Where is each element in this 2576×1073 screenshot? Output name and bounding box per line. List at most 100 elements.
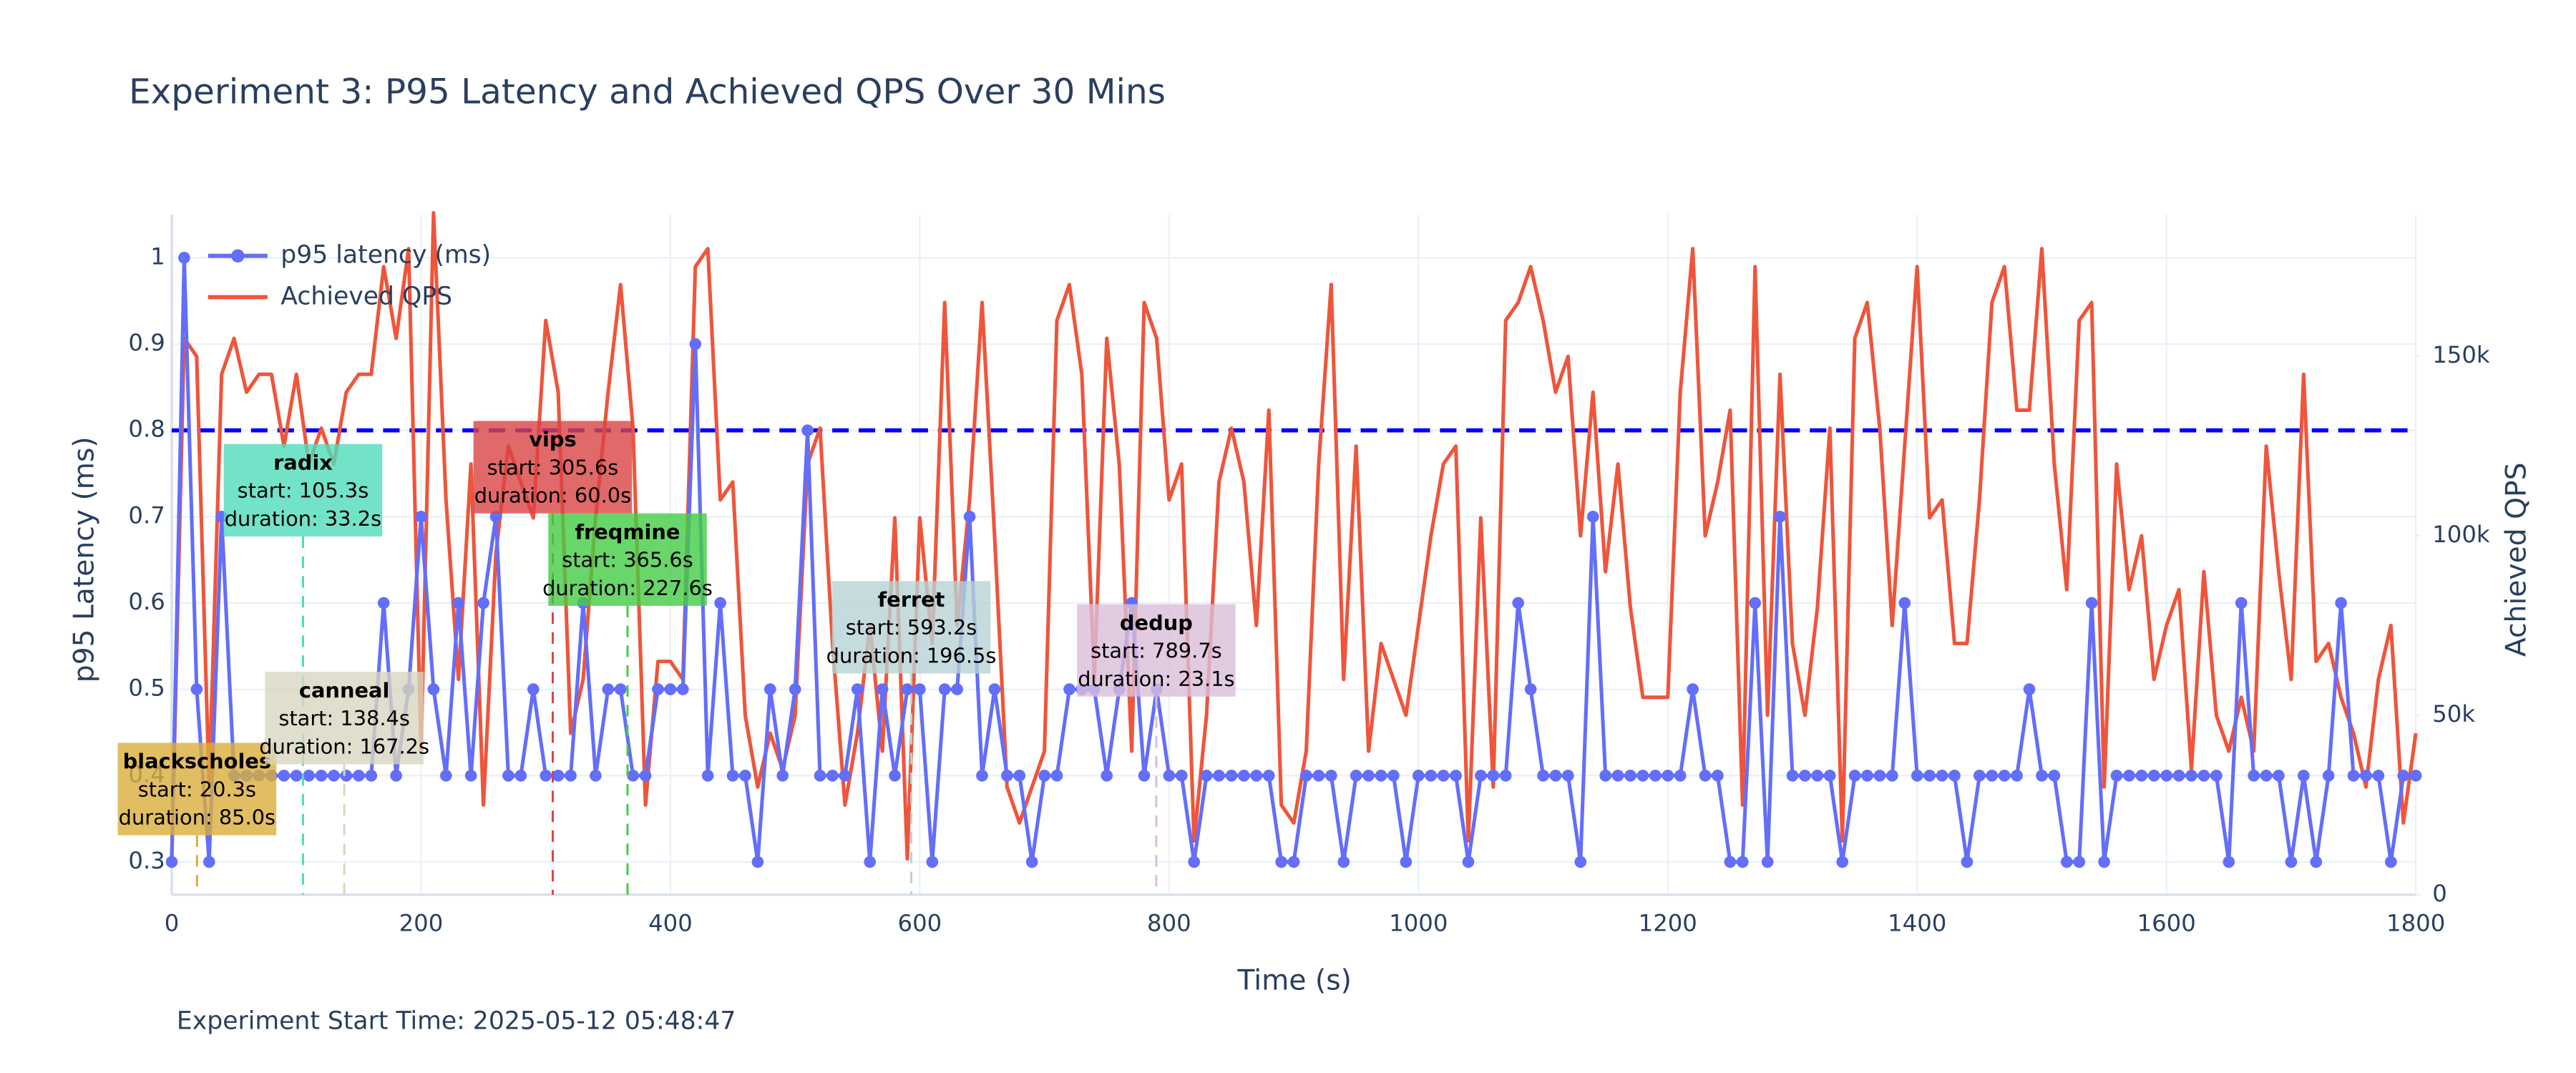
data-point <box>1911 769 1923 782</box>
data-point <box>1687 683 1699 695</box>
data-point <box>2385 856 2397 868</box>
data-point <box>1737 856 1749 868</box>
data-point <box>988 683 1001 695</box>
data-point <box>2197 769 2210 782</box>
data-point <box>2260 769 2273 782</box>
data-point <box>1025 856 1038 868</box>
y-tick-label: 0.9 <box>128 329 165 356</box>
data-point <box>2409 769 2422 782</box>
data-point <box>2048 769 2061 782</box>
data-point <box>801 424 814 436</box>
data-point <box>1624 769 1636 782</box>
data-point <box>1350 769 1362 782</box>
data-point <box>864 856 876 868</box>
data-point <box>1611 769 1624 782</box>
data-point <box>901 683 914 695</box>
data-point <box>1275 856 1287 868</box>
workload-box <box>223 444 383 536</box>
data-point <box>1923 769 1936 782</box>
data-point <box>2036 769 2048 782</box>
data-point <box>1873 769 1886 782</box>
data-point <box>552 769 565 782</box>
data-point <box>290 769 303 782</box>
x-tick-label: 1800 <box>2386 909 2445 936</box>
data-point <box>926 856 939 868</box>
data-point <box>1724 856 1737 868</box>
data-point <box>914 683 926 695</box>
data-point <box>1886 769 1898 782</box>
x-tick-label: 1000 <box>1389 909 1448 936</box>
data-point <box>540 769 552 782</box>
data-point <box>627 769 639 782</box>
data-point <box>1050 769 1063 782</box>
chart-title: Experiment 3: P95 Latency and Achieved Q… <box>129 72 1166 112</box>
data-point <box>203 856 215 868</box>
data-point <box>1413 769 1425 782</box>
y2-tick-label: 0 <box>2432 880 2447 907</box>
data-point <box>2160 769 2172 782</box>
data-point <box>1238 769 1250 782</box>
data-point <box>489 510 502 523</box>
workload-name: canneal <box>299 678 389 702</box>
data-point <box>2322 769 2335 782</box>
y-tick-label: 0.7 <box>128 501 165 529</box>
data-point <box>726 769 739 782</box>
x-tick-label: 800 <box>1147 909 1191 936</box>
workload-start: start: 305.6s <box>487 455 619 479</box>
data-point <box>1562 769 1574 782</box>
data-point <box>1836 856 1848 868</box>
x-tick-label: 600 <box>898 909 942 936</box>
data-point <box>1898 597 1911 609</box>
workload-name: ferret <box>878 587 945 612</box>
y-axis-title: p95 Latency (ms) <box>68 436 100 682</box>
data-point <box>1487 769 1500 782</box>
legend-label: Achieved QPS <box>280 282 452 310</box>
x-tick-label: 1400 <box>1888 909 1946 936</box>
data-point <box>1325 769 1337 782</box>
data-point <box>1437 769 1450 782</box>
data-point <box>440 769 452 782</box>
data-point <box>751 856 764 868</box>
data-point <box>165 856 178 868</box>
data-point <box>1175 769 1188 782</box>
x-tick-label: 200 <box>399 909 444 936</box>
data-point <box>1375 769 1387 782</box>
data-point <box>1038 769 1050 782</box>
data-point <box>839 769 852 782</box>
y2-tick-label: 150k <box>2432 341 2490 368</box>
data-point <box>1861 769 1873 782</box>
data-point <box>527 683 540 695</box>
workload-name: radix <box>273 450 333 474</box>
x-tick-label: 0 <box>165 909 180 936</box>
data-point <box>1749 597 1762 609</box>
data-point <box>1712 769 1724 782</box>
data-point <box>2248 769 2260 782</box>
data-point <box>1450 769 1462 782</box>
workload-duration: duration: 60.0s <box>474 484 631 508</box>
data-point <box>2085 597 2098 609</box>
workload-start: start: 789.7s <box>1091 639 1222 663</box>
data-point <box>1337 856 1350 868</box>
data-point <box>1063 683 1075 695</box>
data-point <box>1799 769 1811 782</box>
data-point <box>278 769 291 782</box>
data-point <box>1786 769 1799 782</box>
legend-label: p95 latency (ms) <box>280 241 491 270</box>
workload-duration: duration: 85.0s <box>119 805 275 830</box>
data-point <box>2172 769 2185 782</box>
data-point <box>452 597 465 609</box>
data-point <box>340 769 353 782</box>
data-point <box>764 683 776 695</box>
data-point <box>1823 769 1836 782</box>
data-point <box>1475 769 1487 782</box>
data-point <box>1300 769 1312 782</box>
workload-start: start: 365.6s <box>562 548 693 572</box>
data-point <box>2335 597 2347 609</box>
data-point <box>427 683 440 695</box>
legend-marker <box>231 249 245 263</box>
data-point <box>2110 769 2123 782</box>
data-point <box>2360 769 2372 782</box>
data-point <box>464 769 477 782</box>
workload-box <box>831 581 991 674</box>
